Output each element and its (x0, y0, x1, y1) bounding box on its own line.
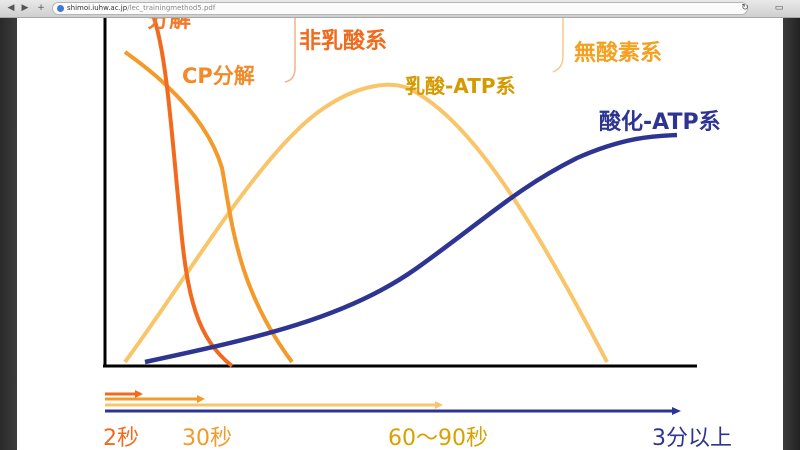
browser-toolbar: ◀ ▶ + shimoi.iuhw.ac.jp/lec_trainingmeth… (0, 0, 800, 18)
arrow-2s-head (135, 390, 143, 398)
url-path: /lec_trainingmethod5.pdf (127, 4, 216, 12)
viewer-margin-right (783, 18, 800, 450)
time-label-60-90s: 60〜90秒 (388, 426, 488, 450)
nonlactic-curve (152, 18, 234, 368)
url-text: shimoi.iuhw.ac.jp/lec_trainingmethod5.pd… (67, 3, 215, 14)
label-breakdown-partial: 分解 (147, 18, 192, 33)
viewer-margin-left (0, 18, 17, 450)
url-domain: shimoi.iuhw.ac.jp (67, 4, 128, 12)
arrow-3min-head (672, 407, 681, 415)
label-anaerobic-system: 無酸素系 (574, 41, 663, 66)
label-aerobic-atp-system: 酸化-ATP系 (599, 110, 721, 135)
time-label-3min: 3分以上 (652, 426, 732, 450)
energy-system-chart (103, 18, 697, 415)
address-bar[interactable]: shimoi.iuhw.ac.jp/lec_trainingmethod5.pd… (52, 2, 748, 15)
label-nonlactic-system: 非乳酸系 (299, 29, 388, 54)
pdf-slide: 分解 非乳酸系 CP分解 無酸素系 乳酸-ATP系 酸化-ATP系 2秒 30秒… (17, 18, 783, 450)
time-label-2s: 2秒 (103, 426, 139, 450)
add-tab-icon[interactable]: + (37, 3, 45, 13)
lactic-atp-curve (123, 82, 609, 364)
window-resize-icon[interactable]: ▭ (774, 3, 784, 13)
bracket-anaerobic (552, 18, 564, 73)
back-icon[interactable]: ◀ (7, 3, 15, 13)
time-label-30s: 30秒 (182, 426, 232, 450)
bracket-nonlactic (284, 18, 296, 83)
site-icon (57, 5, 64, 12)
arrow-60-90s-head (435, 401, 443, 409)
arrow-30s-head (197, 395, 205, 403)
label-cp-breakdown: CP分解 (182, 64, 255, 88)
aerobic-atp-curve (144, 132, 678, 365)
refresh-icon[interactable]: ↻ (741, 3, 749, 13)
cp-breakdown-curve (123, 50, 294, 364)
label-lactic-atp-system: 乳酸-ATP系 (405, 74, 516, 98)
forward-icon[interactable]: ▶ (21, 3, 29, 13)
